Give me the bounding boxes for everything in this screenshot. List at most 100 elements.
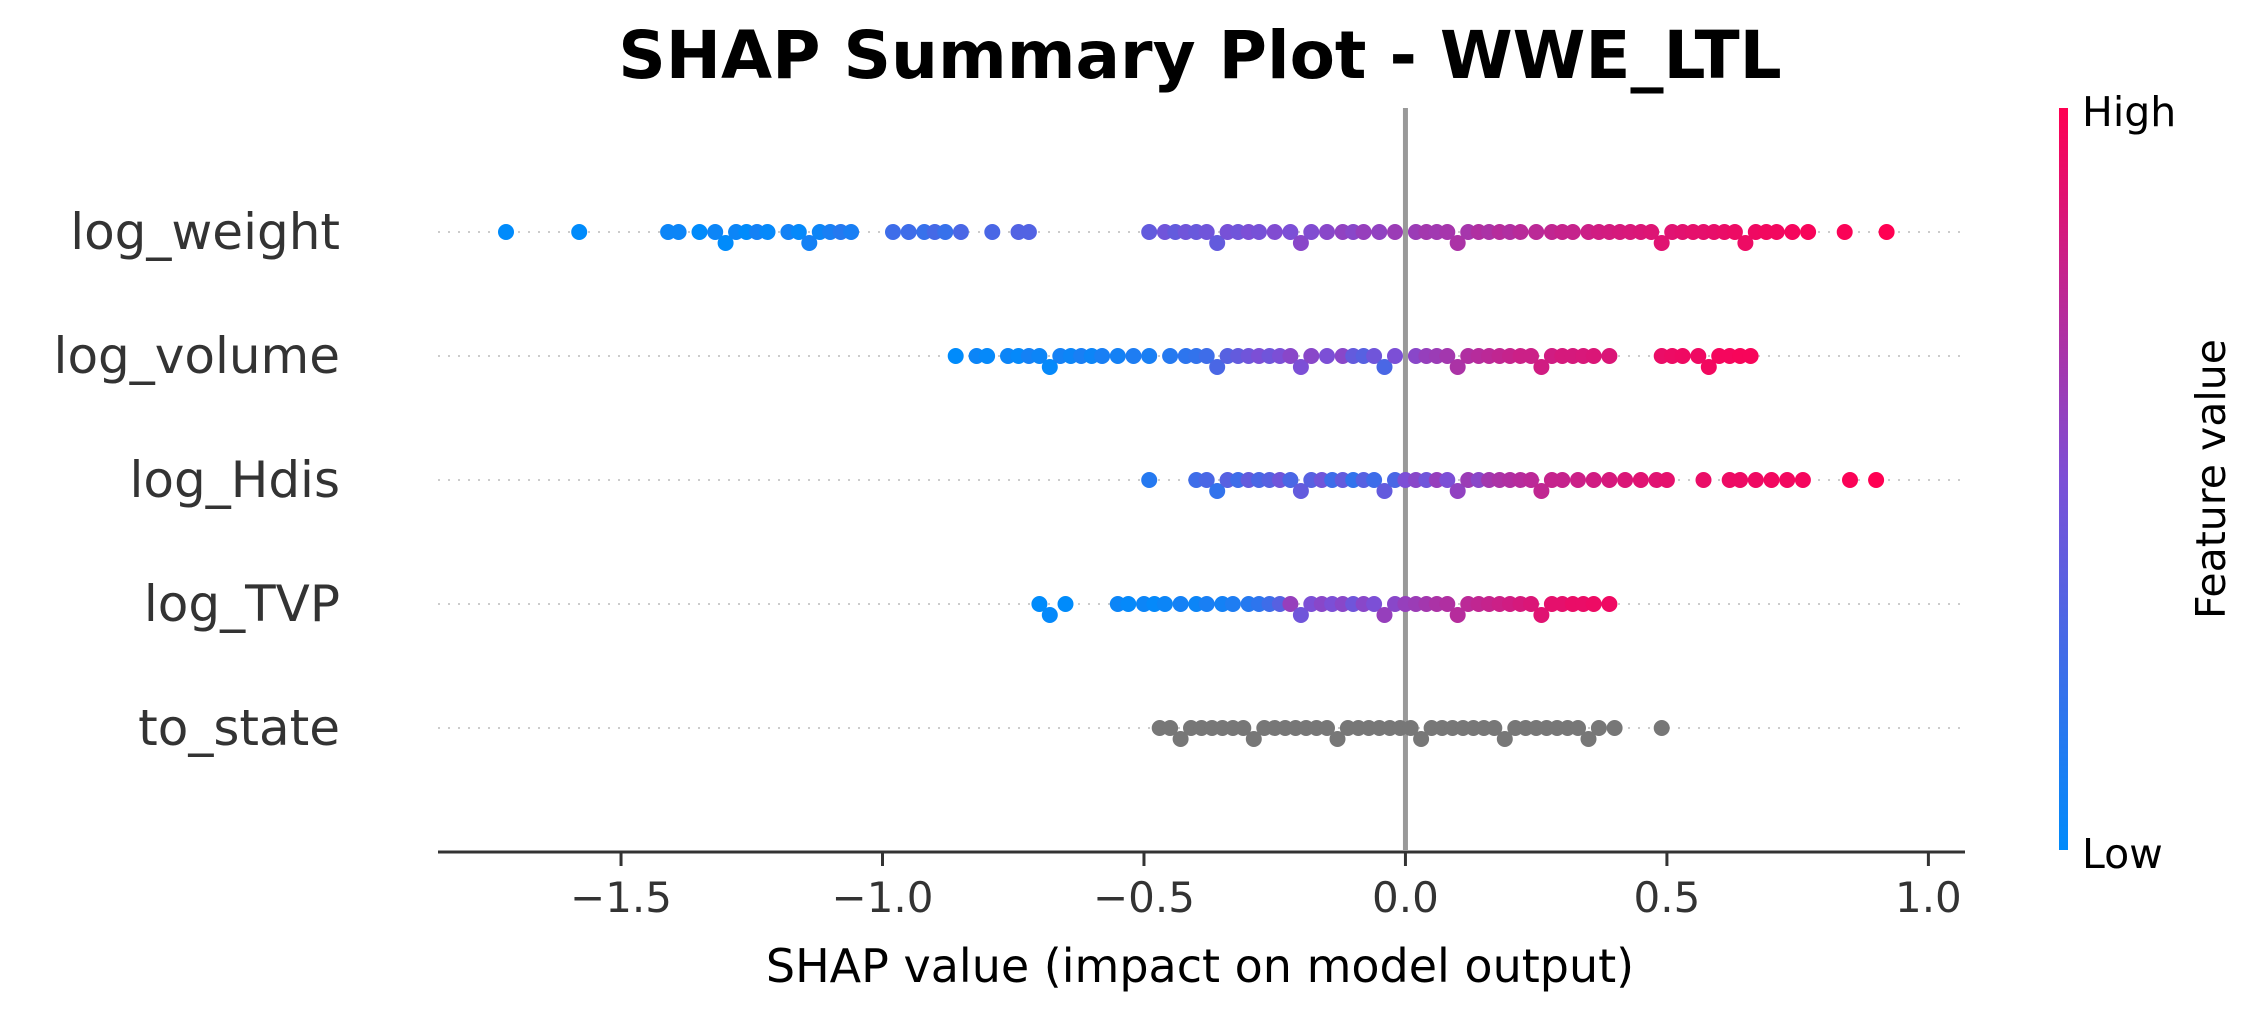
shap-point-log-weight <box>801 235 818 251</box>
shap-point-log-hdis <box>1198 472 1215 488</box>
shap-point-log-weight <box>1319 224 1335 240</box>
shap-point-log-volume <box>1141 348 1158 364</box>
shap-point-log-weight <box>1198 224 1215 240</box>
shap-point-to-state <box>1570 720 1586 736</box>
colorbar <box>2059 108 2068 850</box>
shap-point-to-state <box>1402 720 1419 736</box>
shap-point-log-volume <box>1209 359 1226 375</box>
shap-point-log-volume <box>1585 348 1602 364</box>
shap-point-log-weight <box>1512 224 1529 240</box>
shap-point-log-hdis <box>1601 472 1618 488</box>
shap-point-log-weight <box>1449 235 1466 251</box>
shap-point-log-weight <box>900 224 917 240</box>
shap-point-to-state <box>1235 720 1252 736</box>
colorbar-low-label: Low <box>2082 830 2163 878</box>
beeswarm-points <box>498 224 1895 747</box>
shap-point-to-state <box>1580 731 1597 747</box>
shap-point-log-weight <box>843 224 860 240</box>
shap-point-log-hdis <box>1658 472 1675 488</box>
shap-point-log-weight <box>1878 224 1895 240</box>
shap-point-log-weight <box>1643 224 1660 240</box>
shap-point-log-volume <box>1125 348 1142 364</box>
shap-point-log-tvp <box>1601 596 1618 612</box>
shap-point-log-weight <box>1726 224 1743 240</box>
shap-point-log-hdis <box>1732 472 1749 488</box>
x-axis-ticks: −1.5 −1.0 −0.5 0.0 0.5 1.0 <box>570 852 1962 922</box>
shap-point-log-volume <box>1282 348 1299 364</box>
shap-point-log-weight <box>1528 224 1545 240</box>
shap-point-log-hdis <box>1439 472 1456 488</box>
shap-point-log-weight <box>1251 224 1267 240</box>
shap-point-to-state <box>1319 720 1335 736</box>
shap-point-log-weight <box>1020 224 1037 240</box>
shap-point-log-volume <box>1601 348 1618 364</box>
shap-point-log-hdis <box>1366 472 1383 488</box>
shap-point-log-weight <box>717 235 734 251</box>
shap-point-log-weight <box>1737 235 1754 251</box>
shap-point-log-volume <box>1094 348 1111 364</box>
shap-point-log-weight <box>1564 224 1581 240</box>
shap-point-to-state <box>1162 720 1179 736</box>
shap-point-log-tvp <box>1439 596 1456 612</box>
shap-point-log-volume <box>1292 359 1309 375</box>
shap-point-log-hdis <box>1282 472 1299 488</box>
shap-point-log-tvp <box>1041 607 1058 623</box>
shap-point-to-state <box>1329 731 1346 747</box>
shap-point-log-volume <box>1031 348 1048 364</box>
shap-point-log-volume <box>979 348 996 364</box>
shap-point-log-volume <box>1700 359 1717 375</box>
shap-point-log-volume <box>1109 348 1126 364</box>
shap-point-log-hdis <box>1763 472 1780 488</box>
shap-point-log-weight <box>790 224 807 240</box>
shap-point-log-volume <box>1742 348 1759 364</box>
shap-point-log-hdis <box>1779 472 1796 488</box>
shap-point-log-hdis <box>1794 472 1811 488</box>
shap-point-log-hdis <box>1842 472 1858 488</box>
shap-point-log-tvp <box>1198 596 1215 612</box>
shap-point-log-hdis <box>1695 472 1712 488</box>
shap-point-log-tvp <box>1523 596 1539 612</box>
shap-point-log-hdis <box>1523 472 1539 488</box>
shap-point-log-volume <box>1319 348 1335 364</box>
shap-point-log-weight <box>984 224 1001 240</box>
shap-point-log-weight <box>1282 224 1299 240</box>
feature-label-log-volume: log_volume <box>54 327 340 385</box>
shap-point-log-hdis <box>1141 472 1158 488</box>
x-tick-label: −0.5 <box>1093 873 1195 922</box>
shap-point-log-weight <box>1371 224 1388 240</box>
shap-point-log-volume <box>1533 359 1550 375</box>
shap-point-log-volume <box>1387 348 1403 364</box>
shap-point-log-weight <box>952 224 969 240</box>
shap-point-log-weight <box>1439 224 1456 240</box>
shap-point-log-weight <box>1784 224 1801 240</box>
shap-point-log-volume <box>1523 348 1539 364</box>
shap-point-log-tvp <box>1585 596 1602 612</box>
shap-point-log-hdis <box>1585 472 1602 488</box>
shap-point-log-tvp <box>1292 607 1309 623</box>
shap-point-log-weight <box>759 224 776 240</box>
x-tick-label: −1.5 <box>570 873 672 922</box>
x-tick-label: 0.0 <box>1372 873 1439 922</box>
shap-point-log-volume <box>1449 359 1466 375</box>
shap-point-log-tvp <box>1533 607 1550 623</box>
x-tick-label: 0.5 <box>1634 873 1701 922</box>
shap-point-log-hdis <box>1632 472 1649 488</box>
shap-point-log-volume <box>1366 348 1383 364</box>
feature-rows: log_weight log_volume log_Hdis log_TVP to_st… <box>54 203 1965 757</box>
shap-point-log-volume <box>1376 359 1393 375</box>
shap-point-log-weight <box>1387 224 1403 240</box>
shap-point-log-weight <box>937 224 954 240</box>
shap-point-log-tvp <box>1282 596 1299 612</box>
shap-point-log-weight <box>1836 224 1853 240</box>
shap-point-log-hdis <box>1292 483 1309 499</box>
x-axis-title: SHAP value (impact on model output) <box>766 939 1634 993</box>
shap-point-log-hdis <box>1376 483 1393 499</box>
shap-point-log-weight <box>1141 224 1158 240</box>
shap-point-to-state <box>1413 731 1430 747</box>
shap-point-log-weight <box>1653 235 1670 251</box>
shap-point-log-weight <box>1266 224 1283 240</box>
feature-label-log-hdis: log_Hdis <box>130 451 341 509</box>
shap-point-log-weight <box>691 224 708 240</box>
colorbar-title: Feature value <box>2187 339 2235 619</box>
shap-point-log-weight <box>1355 224 1372 240</box>
